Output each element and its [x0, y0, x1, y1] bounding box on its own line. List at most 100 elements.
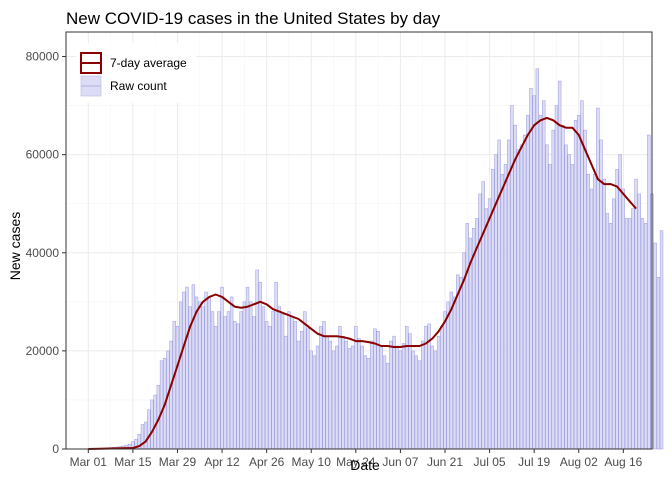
- bar-day-110: [436, 335, 441, 450]
- bar-day-159: [592, 174, 597, 450]
- bar-day-77: [331, 350, 336, 450]
- bar-day-134: [513, 124, 517, 450]
- bar-day-54: [258, 281, 262, 450]
- y-tick-label: 60000: [26, 148, 60, 162]
- bar-day-64: [290, 316, 294, 450]
- bar-day-66: [296, 340, 301, 450]
- bar-day-137: [522, 134, 527, 450]
- bar-day-105: [421, 340, 425, 450]
- bar-day-157: [586, 174, 590, 450]
- bar-day-164: [608, 223, 613, 450]
- bar-day-68: [303, 311, 307, 450]
- bar-day-65: [293, 321, 297, 450]
- bar-day-86: [360, 345, 364, 450]
- bar-day-80: [341, 335, 345, 450]
- bar-day-108: [430, 345, 434, 450]
- bar-day-158: [589, 188, 594, 450]
- x-axis-title: Date: [350, 457, 380, 473]
- bar-day-52: [252, 316, 256, 450]
- bar-day-166: [615, 169, 619, 450]
- bar-day-138: [526, 115, 530, 450]
- bar-day-162: [602, 178, 606, 450]
- bar-day-143: [542, 100, 546, 450]
- bar-day-103: [414, 355, 419, 450]
- bar-day-27: [172, 321, 176, 450]
- bar-day-46: [233, 321, 237, 450]
- bar-day-129: [497, 139, 501, 450]
- bar-day-109: [433, 350, 438, 450]
- bar-day-70: [309, 350, 313, 450]
- x-tick-label: Aug 16: [604, 455, 642, 469]
- bar-day-119: [465, 223, 469, 450]
- bar-day-47: [236, 323, 240, 450]
- bar-day-115: [452, 296, 457, 450]
- y-tick-label: 80000: [26, 50, 60, 64]
- bar-day-121: [471, 227, 476, 450]
- bar-day-168: [621, 188, 626, 450]
- bar-day-76: [328, 340, 333, 450]
- bar-day-19: [147, 409, 151, 450]
- bar-day-44: [226, 311, 231, 450]
- bar-day-135: [516, 149, 520, 450]
- bar-day-71: [312, 355, 317, 450]
- bar-day-120: [468, 237, 473, 450]
- bar-day-79: [338, 326, 342, 450]
- bar-day-136: [519, 144, 524, 450]
- bar-day-123: [478, 193, 482, 450]
- bar-day-153: [573, 120, 578, 450]
- bar-day-148: [557, 80, 562, 450]
- y-axis-title: New cases: [7, 212, 23, 280]
- bar-day-100: [405, 326, 409, 450]
- x-tick-label: Mar 29: [159, 455, 197, 469]
- x-tick-label: May 24: [336, 455, 376, 469]
- y-tick-label: 20000: [26, 344, 60, 358]
- x-tick-label: Jun 07: [382, 455, 418, 469]
- bar-day-146: [551, 129, 555, 450]
- bar-day-102: [411, 350, 415, 450]
- bar-day-144: [545, 144, 549, 450]
- seven-day-average-line: [88, 116, 637, 450]
- bar-day-75: [325, 335, 329, 450]
- bar-day-78: [335, 345, 339, 450]
- bar-day-141: [535, 68, 540, 450]
- x-tick-label: Aug 02: [560, 455, 598, 469]
- bar-day-113: [446, 301, 450, 450]
- bar-day-84: [354, 326, 358, 450]
- bar-day-28: [175, 326, 180, 450]
- bar-day-130: [500, 174, 504, 450]
- bar-day-49: [242, 301, 247, 450]
- bar-day-39: [210, 311, 215, 450]
- bar-day-63: [287, 311, 291, 450]
- bar-day-151: [567, 154, 571, 450]
- bar-day-82: [347, 348, 352, 450]
- bar-day-140: [532, 95, 536, 450]
- bar-day-56: [264, 321, 269, 450]
- bar-day-95: [389, 340, 393, 450]
- bar-day-163: [605, 213, 610, 450]
- legend-label-average: 7-day average: [110, 56, 187, 70]
- bar-day-175: [643, 223, 648, 450]
- legend-label-raw: Raw count: [110, 79, 167, 93]
- bar-day-41: [217, 311, 221, 450]
- bar-day-45: [229, 296, 234, 450]
- bar-day-170: [628, 218, 632, 450]
- x-axis-ticks: Mar 01 Mar 15 Mar 29 Apr 12 Apr 26 May 10 May …: [70, 449, 643, 469]
- bar-day-145: [548, 164, 552, 450]
- x-tick-label: Jun 21: [427, 455, 463, 469]
- bar-day-149: [561, 124, 565, 450]
- bar-day-165: [612, 198, 616, 450]
- bar-day-173: [637, 193, 641, 450]
- bar-day-83: [350, 345, 355, 450]
- bar-day-34: [194, 296, 199, 450]
- bar-day-40: [214, 326, 218, 450]
- bar-day-37: [204, 291, 208, 450]
- bar-day-88: [366, 357, 371, 450]
- bar-day-57: [268, 326, 272, 450]
- chart-title: New COVID-19 cases in the United States …: [66, 9, 441, 28]
- bar-day-35: [198, 301, 202, 450]
- bar-day-51: [249, 301, 253, 450]
- bar-day-179: [656, 277, 661, 450]
- bar-day-133: [510, 105, 514, 450]
- bar-day-171: [631, 208, 635, 450]
